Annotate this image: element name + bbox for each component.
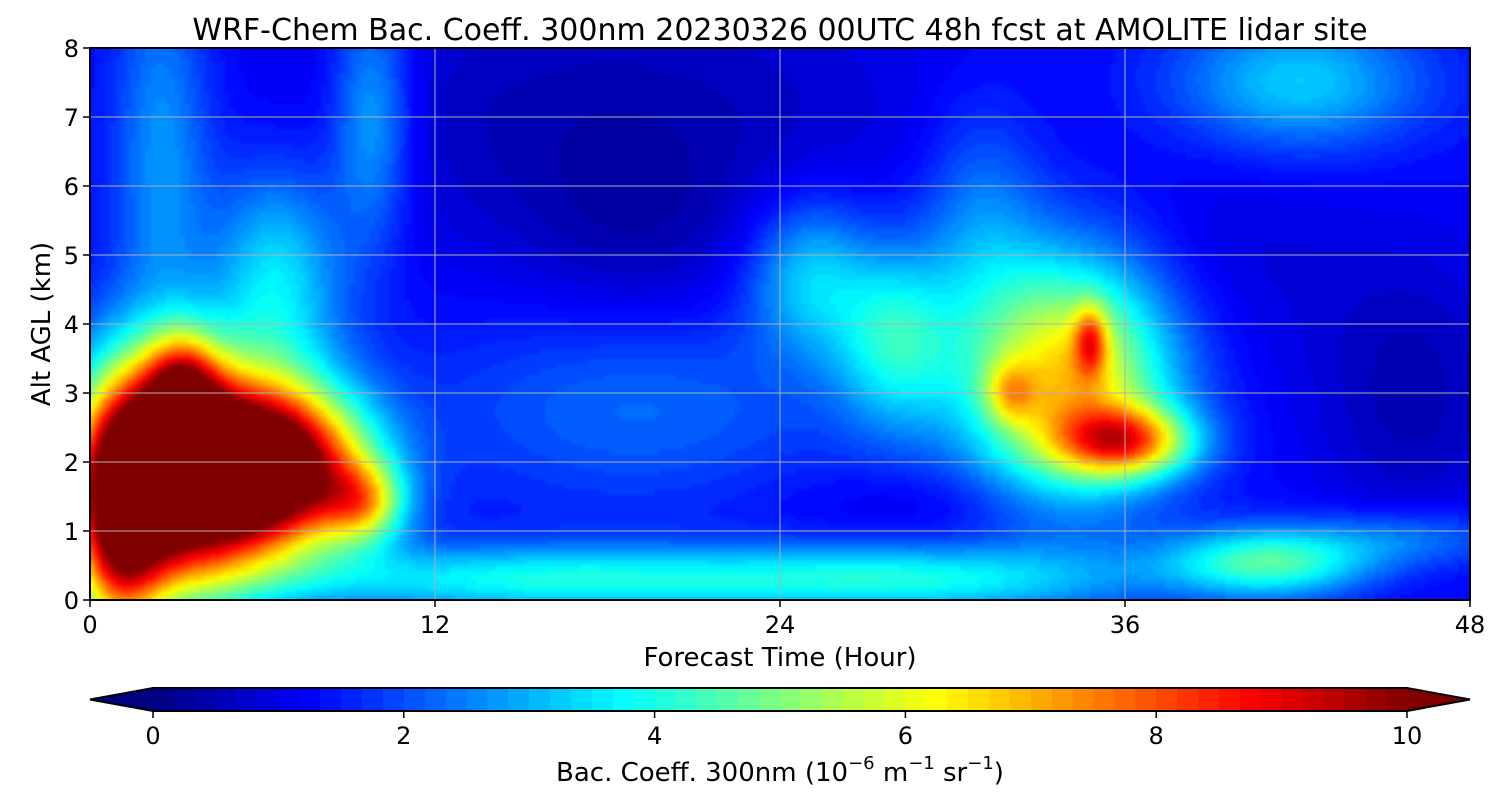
- colorbar-segment: [1198, 688, 1220, 711]
- colorbar-tick-label: 6: [898, 722, 913, 750]
- colorbar-segment: [508, 688, 530, 711]
- y-tick-label: 8: [64, 35, 79, 63]
- colorbar-ticks: 0 2 4 6 8 10: [145, 711, 1422, 750]
- colorbar-segment: [153, 688, 175, 711]
- colorbar-segment: [1093, 688, 1115, 711]
- x-tick-label: 0: [82, 611, 97, 639]
- colorbar-segment: [1135, 688, 1157, 711]
- colorbar-segment: [842, 688, 865, 711]
- colorbar-segment: [382, 688, 405, 711]
- colorbar-label: Bac. Coeff. 300nm (10−6 m−1 sr−1): [556, 753, 1004, 788]
- colorbar-segment: [278, 688, 300, 711]
- y-tick-label: 1: [64, 518, 79, 546]
- colorbar-tick-label: 4: [647, 722, 662, 750]
- x-tick-label: 24: [765, 611, 796, 639]
- colorbar: [89, 687, 1471, 712]
- colorbar-segment: [362, 688, 384, 711]
- colorbar-segment: [1218, 688, 1241, 711]
- colorbar-segment: [403, 688, 426, 711]
- colorbar-segment: [1281, 688, 1304, 711]
- colorbar-segment: [320, 688, 342, 711]
- colorbar-segment: [696, 688, 718, 711]
- x-tick-label: 48: [1455, 611, 1486, 639]
- colorbar-segment: [947, 688, 969, 711]
- colorbar-segment: [299, 688, 321, 711]
- colorbar-tick-label: 8: [1149, 722, 1164, 750]
- colorbar-segment: [1260, 688, 1283, 711]
- colorbar-extend-min: [90, 688, 153, 711]
- colorbar-segment: [821, 688, 844, 711]
- x-axis-label: Forecast Time (Hour): [643, 643, 916, 673]
- colorbar-segment: [926, 688, 948, 711]
- y-tick-label: 5: [64, 242, 79, 270]
- colorbar-segment: [717, 688, 739, 711]
- colorbar-segment: [550, 688, 572, 711]
- colorbar-segment: [780, 688, 802, 711]
- colorbar-segment: [800, 688, 823, 711]
- y-tick-label: 7: [64, 104, 79, 132]
- y-tick-label: 6: [64, 173, 79, 201]
- colorbar-segment: [884, 688, 906, 711]
- colorbar-segment: [1009, 688, 1032, 711]
- colorbar-segment: [989, 688, 1011, 711]
- colorbar-segment: [968, 688, 990, 711]
- colorbar-segment: [654, 688, 677, 711]
- colorbar-segment: [215, 688, 238, 711]
- colorbar-segment: [173, 688, 196, 711]
- colorbar-segment: [612, 688, 635, 711]
- colorbar-segment: [1051, 688, 1074, 711]
- y-axis: 0 1 2 3 4 5 6 7 8: [64, 35, 90, 615]
- y-tick-label: 2: [64, 449, 79, 477]
- colorbar-tick-label: 10: [1392, 722, 1423, 750]
- colorbar-segment: [863, 688, 886, 711]
- colorbar-segment: [445, 688, 468, 711]
- colorbar-segment: [424, 688, 447, 711]
- colorbar-segment: [257, 688, 279, 711]
- x-axis: 0 12 24 36 48: [82, 600, 1485, 639]
- colorbar-segment: [1386, 688, 1408, 711]
- colorbar-segment: [591, 688, 614, 711]
- colorbar-segment: [1072, 688, 1095, 711]
- y-tick-label: 0: [64, 587, 79, 615]
- x-tick-label: 36: [1110, 611, 1141, 639]
- colorbar-segment: [1365, 688, 1387, 711]
- colorbar-segment: [633, 688, 656, 711]
- colorbar-segment: [1114, 688, 1136, 711]
- colorbar-segment: [759, 688, 781, 711]
- colorbar-segment: [1344, 688, 1366, 711]
- colorbar-segment: [1239, 688, 1262, 711]
- colorbar-segment: [1302, 688, 1324, 711]
- colorbar-segment: [1177, 688, 1199, 711]
- colorbar-segment: [236, 688, 259, 711]
- y-axis-label: Alt AGL (km): [27, 242, 57, 406]
- x-tick-label: 12: [420, 611, 451, 639]
- colorbar-segment: [1156, 688, 1178, 711]
- colorbar-segment: [571, 688, 593, 711]
- colorbar-tick-label: 0: [145, 722, 160, 750]
- colorbar-segment: [675, 688, 697, 711]
- colorbar-segment: [466, 688, 488, 711]
- y-tick-label: 3: [64, 380, 79, 408]
- colorbar-segment: [487, 688, 509, 711]
- chart-title: WRF-Chem Bac. Coeff. 300nm 20230326 00UT…: [192, 13, 1367, 48]
- colorbar-tick-label: 2: [396, 722, 411, 750]
- colorbar-segment: [1323, 688, 1345, 711]
- colorbar-segment: [341, 688, 363, 711]
- colorbar-segment: [905, 688, 927, 711]
- colorbar-extend-max: [1407, 688, 1470, 711]
- y-tick-label: 4: [64, 311, 79, 339]
- colorbar-segment: [529, 688, 551, 711]
- colorbar-segment: [1030, 688, 1053, 711]
- colorbar-segment: [738, 688, 760, 711]
- colorbar-segment: [194, 688, 217, 711]
